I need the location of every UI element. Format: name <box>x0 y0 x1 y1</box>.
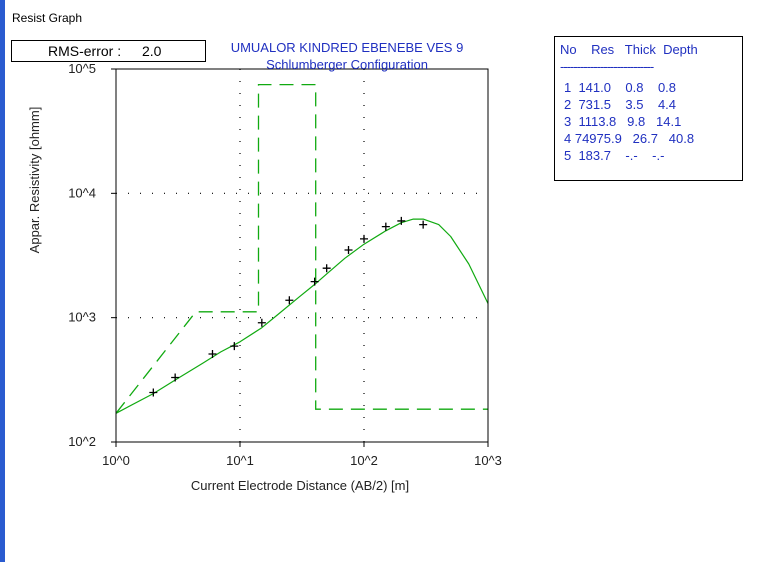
measured-points <box>149 216 428 397</box>
data-point-marker <box>285 296 294 305</box>
data-point-marker <box>360 234 368 243</box>
data-point-marker <box>322 264 331 273</box>
tick-labels: 10^0 10^1 10^2 10^3 10^2 10^3 10^4 10^5 <box>68 61 502 468</box>
data-point-marker <box>310 277 319 286</box>
layer-table-separator: ---------------------------- <box>560 59 654 74</box>
layer-table-row: 1 141.0 0.8 0.8 <box>564 80 677 95</box>
x-tick-label: 10^0 <box>102 453 130 468</box>
layer-table-row: 4 74975.9 26.7 40.8 <box>564 131 695 146</box>
y-tick-label: 10^4 <box>68 185 96 200</box>
plot-frame <box>115 68 489 443</box>
y-axis-label: Appar. Resistivity [ohmm] <box>27 107 42 254</box>
y-tick-label: 10^2 <box>68 434 96 449</box>
data-point-marker <box>171 373 180 382</box>
rms-error-label: RMS-error : <box>48 43 122 59</box>
data-point-marker <box>230 342 239 351</box>
layer-table-row: 2 731.5 3.5 4.4 <box>564 97 677 112</box>
data-point-marker <box>344 246 353 255</box>
grid-lines <box>116 69 488 442</box>
fitted-curve <box>115 218 489 414</box>
data-point-marker <box>208 350 217 359</box>
chart-title-line-2: Schlumberger Configuration <box>266 57 428 72</box>
layer-table-panel: No Res Thick Depth ---------------------… <box>554 36 743 181</box>
fitted-curve-path <box>115 218 489 414</box>
chart-title: UMUALOR KINDRED EBENEBE VES 9 Schlumberg… <box>206 39 488 73</box>
layer-table-row: 3 1113.8 9.8 14.1 <box>564 114 682 129</box>
x-tick-label: 10^2 <box>350 453 378 468</box>
window-left-edge <box>0 0 5 562</box>
rms-error-box: RMS-error : 2.0 <box>11 40 206 62</box>
x-axis-label: Current Electrode Distance (AB/2) [m] <box>191 478 409 493</box>
y-tick-label: 10^3 <box>68 310 96 325</box>
rms-error-value: 2.0 <box>142 43 162 59</box>
chart-title-line-1: UMUALOR KINDRED EBENEBE VES 9 <box>230 40 464 55</box>
layer-model-path <box>115 83 488 414</box>
window-title: Resist Graph <box>12 11 83 25</box>
data-point-marker <box>419 220 428 229</box>
x-tick-label: 10^1 <box>226 453 254 468</box>
y-tick-label: 10^5 <box>68 61 96 76</box>
data-point-marker <box>397 216 406 225</box>
data-point-marker <box>257 318 266 327</box>
x-tick-label: 10^3 <box>474 453 502 468</box>
layer-table-header: No Res Thick Depth <box>560 42 698 57</box>
layer-table-row: 5 183.7 -.- -.- <box>564 148 665 163</box>
layer-model-line <box>115 83 488 414</box>
data-point-marker <box>381 222 390 231</box>
data-point-marker <box>149 388 158 397</box>
